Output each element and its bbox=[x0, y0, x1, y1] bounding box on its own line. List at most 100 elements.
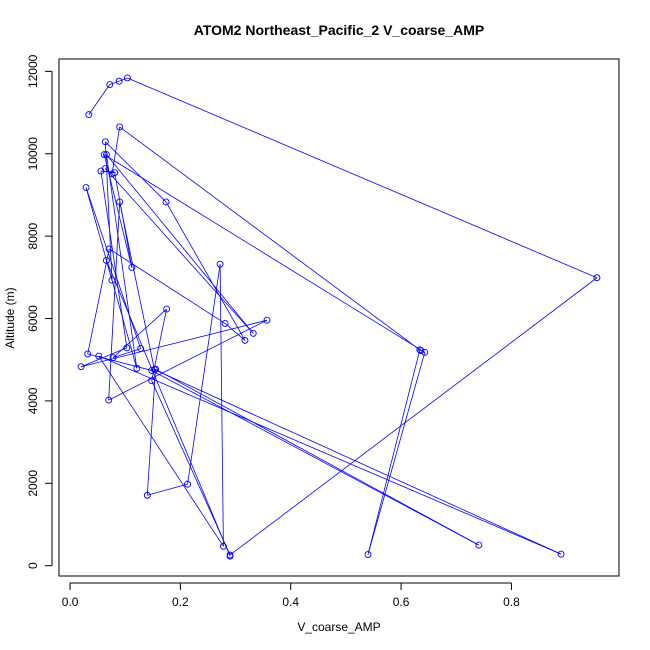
data-point bbox=[115, 77, 123, 85]
data-point bbox=[249, 329, 257, 337]
series-line-segment bbox=[147, 483, 188, 496]
series-line-segment bbox=[165, 201, 246, 341]
x-tick-label: 0.2 bbox=[172, 595, 189, 609]
data-point bbox=[162, 198, 170, 206]
data-point bbox=[221, 320, 229, 327]
series-line-segment bbox=[118, 77, 128, 82]
series-line-segment bbox=[98, 355, 224, 547]
series-line-segment bbox=[105, 168, 254, 334]
y-tick-label: 0 bbox=[26, 562, 40, 569]
series-line-segment bbox=[80, 347, 128, 368]
data-point bbox=[128, 263, 136, 271]
series-line-segment bbox=[224, 323, 246, 341]
series-line-segment bbox=[155, 368, 480, 546]
series-line-segment bbox=[187, 264, 221, 485]
series-line-segment bbox=[367, 349, 421, 555]
series-line-segment bbox=[108, 319, 268, 401]
y-tick-label: 4000 bbox=[26, 387, 40, 414]
data-point bbox=[148, 366, 156, 374]
data-point bbox=[143, 491, 151, 499]
data-point bbox=[123, 74, 131, 82]
series-line-segment bbox=[106, 260, 231, 557]
data-point bbox=[184, 480, 192, 488]
series-points bbox=[77, 74, 601, 560]
data-point bbox=[109, 354, 117, 362]
y-tick-label: 8000 bbox=[26, 222, 40, 249]
x-tick-label: 0.0 bbox=[62, 595, 79, 609]
series-line-segment bbox=[151, 370, 480, 546]
series-line-segment bbox=[88, 84, 111, 115]
series-line-segment bbox=[367, 352, 426, 555]
data-point bbox=[593, 274, 601, 282]
series-line-segment bbox=[146, 369, 156, 496]
series-line-segment bbox=[111, 126, 121, 174]
series-line-segment bbox=[229, 277, 598, 556]
series-line-segment bbox=[104, 154, 426, 353]
y-axis: 0 2000 4000 6000 8000 10000 12000 bbox=[26, 54, 53, 569]
data-point bbox=[241, 336, 249, 344]
series-line-segment bbox=[100, 170, 115, 174]
data-point bbox=[84, 350, 92, 358]
series-line-segment bbox=[127, 77, 598, 279]
plot-area bbox=[77, 74, 601, 560]
series-line-segment bbox=[108, 248, 226, 324]
data-point bbox=[77, 363, 85, 371]
data-point bbox=[163, 305, 171, 313]
data-point bbox=[226, 552, 234, 560]
series-line-segment bbox=[87, 248, 110, 355]
series-line-segment bbox=[85, 187, 142, 349]
series-line-segment bbox=[106, 154, 254, 334]
data-point bbox=[95, 352, 103, 360]
data-point bbox=[116, 198, 124, 206]
data-point bbox=[152, 365, 160, 373]
series-line-segment bbox=[87, 353, 152, 371]
x-axis-label: V_coarse_AMP bbox=[297, 620, 380, 634]
data-point bbox=[108, 276, 116, 284]
series-line-segment bbox=[104, 141, 113, 281]
series-line-segment bbox=[109, 80, 120, 85]
data-point bbox=[364, 551, 372, 559]
data-point bbox=[105, 245, 113, 253]
y-tick-label: 12000 bbox=[26, 54, 40, 88]
x-tick-label: 0.6 bbox=[393, 595, 410, 609]
data-point bbox=[219, 542, 227, 550]
data-point bbox=[106, 81, 114, 88]
data-point bbox=[102, 151, 110, 159]
data-point bbox=[216, 260, 224, 268]
series-line-segment bbox=[112, 348, 141, 359]
series-line-segment bbox=[80, 319, 268, 368]
series-line-segment bbox=[119, 201, 155, 370]
data-point bbox=[100, 151, 108, 159]
data-point bbox=[102, 256, 110, 264]
data-point bbox=[133, 364, 141, 372]
data-point bbox=[148, 377, 156, 385]
data-point bbox=[101, 138, 109, 146]
chart-title: ATOM2 Northeast_Pacific_2 V_coarse_AMP bbox=[194, 22, 485, 38]
data-point bbox=[263, 316, 271, 324]
data-point bbox=[421, 348, 429, 356]
plot-frame bbox=[58, 58, 620, 577]
series-line-segment bbox=[98, 355, 562, 555]
data-point bbox=[557, 550, 565, 558]
data-point bbox=[105, 396, 113, 404]
series-line bbox=[80, 77, 598, 557]
y-tick-label: 2000 bbox=[26, 470, 40, 497]
y-axis-label: Altitude (m) bbox=[3, 287, 17, 348]
y-tick-label: 6000 bbox=[26, 305, 40, 332]
data-point bbox=[116, 123, 124, 131]
data-point bbox=[82, 184, 90, 191]
x-tick-label: 0.4 bbox=[282, 595, 299, 609]
series-line-segment bbox=[105, 141, 167, 203]
data-point bbox=[137, 345, 145, 353]
data-point bbox=[475, 541, 483, 549]
x-axis: 0.0 0.2 0.4 0.6 0.8 bbox=[62, 582, 520, 609]
x-tick-label: 0.8 bbox=[503, 595, 520, 609]
series-line-segment bbox=[100, 170, 128, 348]
data-point bbox=[417, 347, 425, 355]
series-line-segment bbox=[106, 154, 138, 369]
data-point bbox=[123, 344, 131, 352]
data-point bbox=[97, 167, 105, 175]
data-point bbox=[85, 111, 93, 119]
y-tick-label: 10000 bbox=[26, 137, 40, 171]
